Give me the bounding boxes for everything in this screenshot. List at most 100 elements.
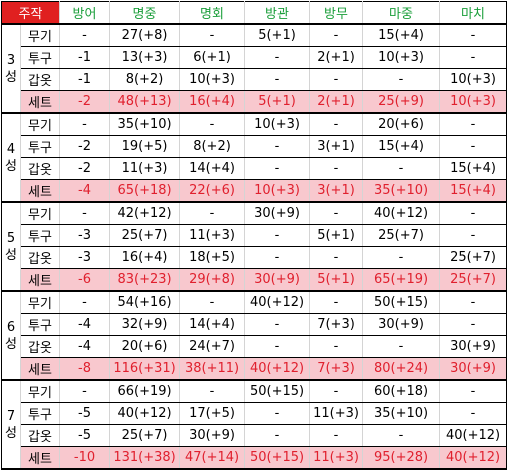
table-row: 갑옷 -5 25(+7) 30(+9) - - -40(+12) [2,424,508,447]
corner-header: 주작 [0,1,61,25]
value-armor-ignore: - [309,112,364,136]
part-label: 무기 [19,112,61,136]
value-accuracy: 13(+3) [109,46,181,69]
value-defense: -3 [59,246,111,269]
value-magic-crit: - [439,46,508,69]
value-magic-accuracy: - [362,335,441,358]
value-magic-crit: 10(+3) [439,90,508,114]
value-accuracy: 25(+7) [109,224,181,247]
set-total-row: 세트 -2 48(+13) 16(+4) 5(+1) 2(+1) 25(+9) 10(+3) [2,90,508,114]
value-armor-pen: - [244,313,311,336]
value-armor-pen: - [244,402,311,425]
value-armor-pen: - [244,224,311,247]
value-accuracy: 32(+9) [109,313,181,336]
table-row: 갑옷 -4 20(+6) 24(+7) - - -30(+9) [2,335,508,358]
table-row: 투구 -3 25(+7) 11(+3) -5(+1) 25(+7) - [2,224,508,247]
value-defense: -5 [59,402,111,425]
value-evasion: 17(+5) [179,402,246,425]
value-magic-accuracy: 25(+9) [362,90,441,114]
value-accuracy: 11(+3) [109,157,181,180]
value-evasion: 18(+5) [179,246,246,269]
value-armor-ignore: 5(+1) [309,224,364,247]
header-stat-magic-accuracy: 마중 [362,1,441,25]
value-defense: - [59,290,111,314]
value-armor-pen: 40(+12) [244,357,311,381]
value-defense: -2 [59,135,111,158]
part-label: 갑옷 [19,157,61,180]
value-defense: -1 [59,68,111,91]
value-armor-pen: - [244,335,311,358]
value-magic-accuracy: 65(+19) [362,268,441,292]
value-accuracy: 42(+12) [109,201,181,225]
value-defense: -4 [59,179,111,203]
value-evasion: - [179,379,246,403]
value-magic-accuracy: 35(+10) [362,402,441,425]
value-magic-accuracy: 10(+3) [362,46,441,69]
value-magic-crit: - [439,112,508,136]
value-armor-pen: 5(+1) [244,23,311,47]
value-armor-pen: - [244,157,311,180]
value-magic-crit: 10(+3) [439,68,508,91]
value-magic-crit: 15(+4) [439,179,508,203]
value-defense: -2 [59,90,111,114]
star-level-label-part: 성 [5,69,17,85]
header-stat-evasion: 명회 [179,1,246,25]
header-row: 주작 방어 명중 명회 방관 방무 마중 마치 [0,1,508,25]
value-accuracy: 116(+31) [109,357,181,381]
value-accuracy: 8(+2) [109,68,181,91]
header-stat-defense: 방어 [59,1,111,25]
part-label: 투구 [19,402,61,425]
value-magic-crit: - [439,379,508,403]
value-armor-ignore: - [309,23,364,47]
table-row: 갑옷 -2 11(+3) 14(+4) - - -15(+4) [2,157,508,180]
part-label: 투구 [19,135,61,158]
value-accuracy: 19(+5) [109,135,181,158]
value-defense: -8 [59,357,111,381]
value-accuracy: 35(+10) [109,112,181,136]
value-defense: -10 [59,446,111,470]
value-defense: -1 [59,46,111,69]
value-armor-ignore: 3(+1) [309,135,364,158]
value-accuracy: 66(+19) [109,379,181,403]
table-row: 투구 -1 13(+3) 6(+1) -2(+1) 10(+3) - [2,46,508,69]
table-row: 투구 -5 40(+12) 17(+5) -11(+3) 35(+10) - [2,402,508,425]
value-armor-ignore: 11(+3) [309,402,364,425]
value-armor-pen: 30(+9) [244,201,311,225]
part-label: 세트 [19,357,61,381]
value-magic-crit: 30(+9) [439,357,508,381]
value-magic-accuracy: - [362,246,441,269]
value-magic-crit: - [439,313,508,336]
value-armor-ignore: 2(+1) [309,46,364,69]
value-magic-accuracy: 15(+4) [362,23,441,47]
part-label: 갑옷 [19,246,61,269]
value-evasion: - [179,23,246,47]
value-defense: -3 [59,224,111,247]
value-armor-ignore: - [309,201,364,225]
part-label: 무기 [19,290,61,314]
part-label: 투구 [19,46,61,69]
value-accuracy: 20(+6) [109,335,181,358]
value-defense: -2 [59,157,111,180]
value-magic-accuracy: 20(+6) [362,112,441,136]
header-stat-armor-ignore: 방무 [309,1,364,25]
value-defense: - [59,112,111,136]
value-armor-ignore: - [309,68,364,91]
value-defense: -4 [59,313,111,336]
table-row: 6 성 무기 -54(+16) -40(+12) -50(+15) - [1,290,508,381]
value-armor-ignore: 2(+1) [309,90,364,114]
table-row: 4 성 무기 -35(+10) -10(+3) -20(+6) - [1,112,508,203]
value-armor-ignore: - [309,379,364,403]
value-defense: -5 [59,424,111,447]
value-magic-crit: - [439,23,508,47]
value-magic-accuracy: 80(+24) [362,357,441,381]
value-accuracy: 27(+8) [109,23,181,47]
table-body: 3 성 무기 -27(+8) -5(+1) -15(+4) - 투구 -1 13(+3) 6(+1)… [1,23,508,470]
value-evasion: 22(+6) [179,179,246,203]
value-armor-pen: 40(+12) [244,290,311,314]
value-accuracy: 16(+4) [109,246,181,269]
